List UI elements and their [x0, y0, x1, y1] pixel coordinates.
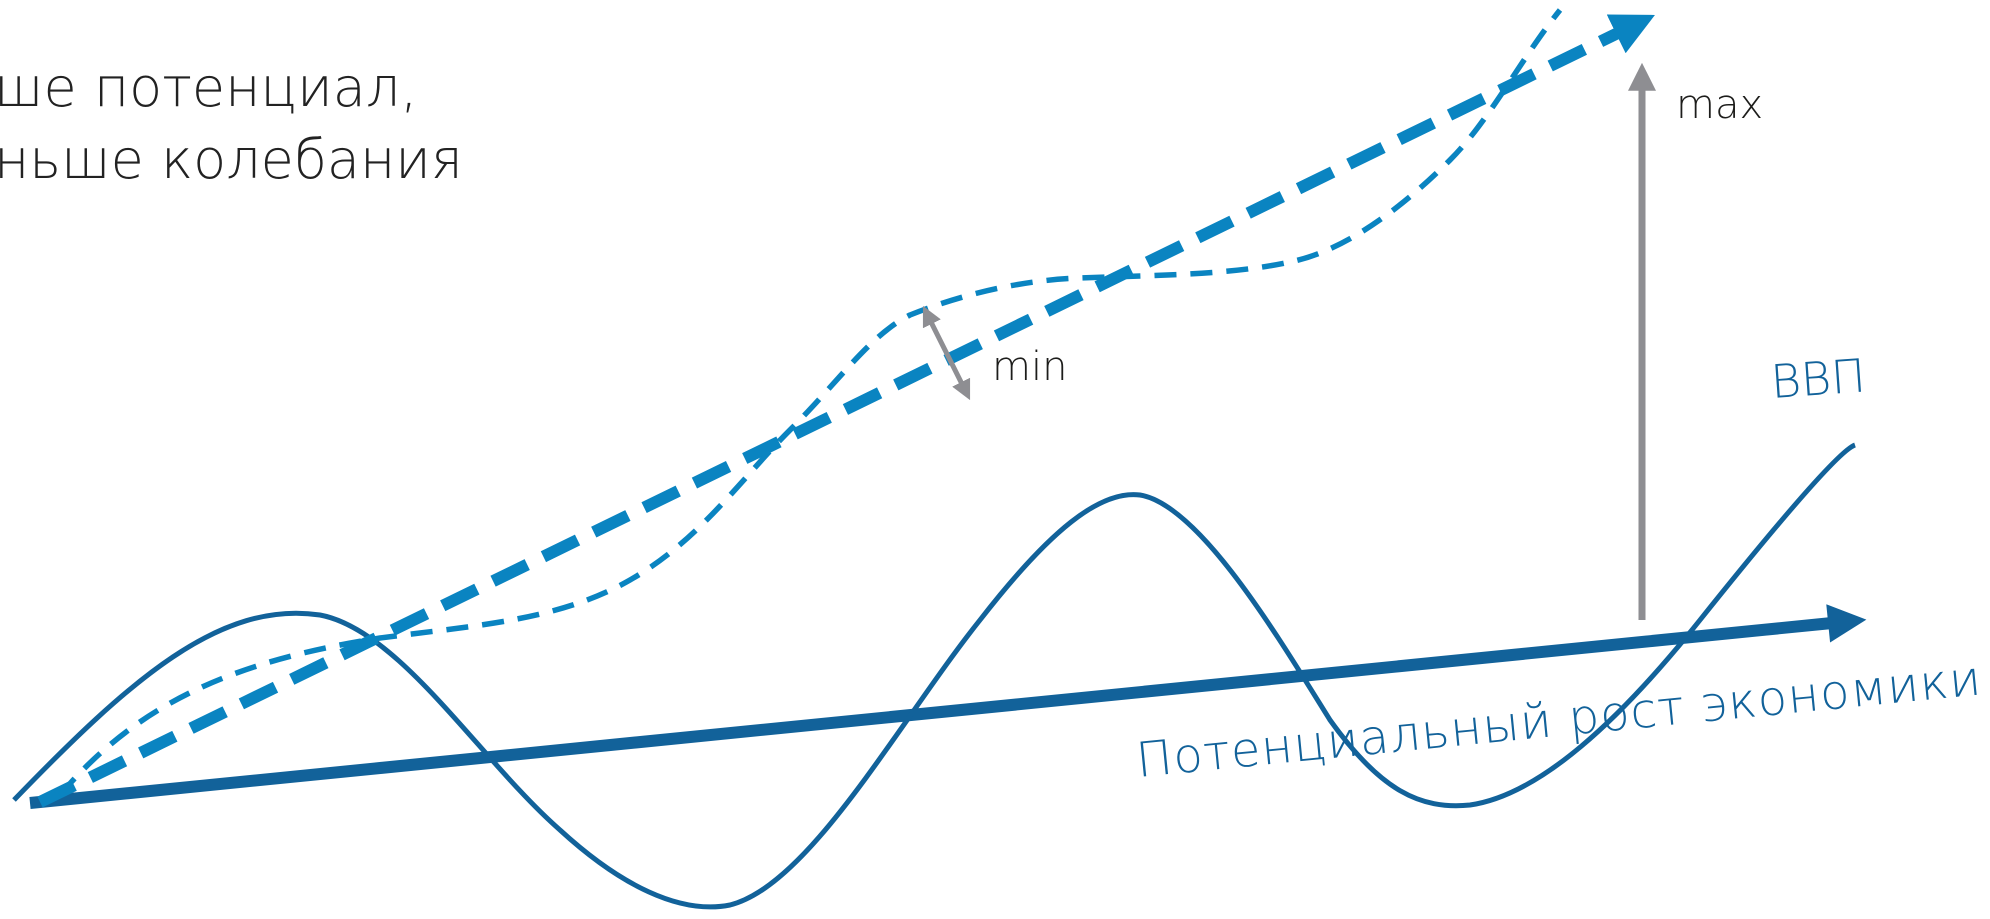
gdp-curve	[12, 442, 1857, 910]
heading-line-1: ше потенциал,	[0, 56, 418, 119]
gdp-label: ВВП	[1769, 348, 1867, 408]
raised-gdp-curve	[57, 8, 1563, 797]
max-label: max	[1676, 82, 1763, 128]
min-label: min	[992, 344, 1067, 390]
min-arrow	[922, 305, 971, 401]
potential-growth-line	[29, 604, 1867, 809]
heading: ше потенциал, ньше колебания	[0, 52, 463, 196]
potential-growth-label: Потенциальный рост экономики	[1134, 650, 1985, 789]
raised-trend-line	[37, 14, 1655, 808]
heading-line-2: ньше колебания	[0, 128, 463, 191]
